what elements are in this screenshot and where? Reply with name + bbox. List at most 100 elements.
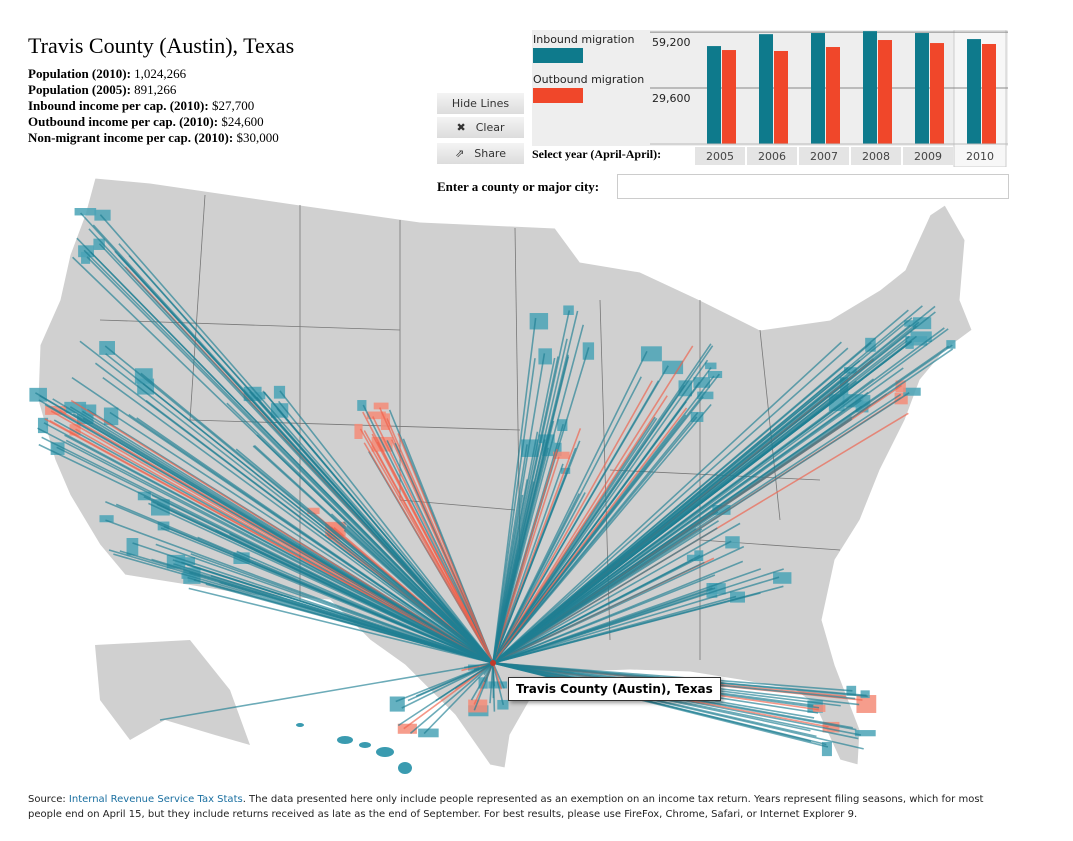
year-select-label: Select year (April-April): <box>532 147 662 161</box>
bar <box>722 50 736 144</box>
source-link[interactable]: Internal Revenue Service Tax Stats <box>68 794 243 805</box>
x-tick-label: 2010 <box>966 150 994 163</box>
year-button[interactable]: 2005 <box>695 147 745 165</box>
county-shade <box>468 699 488 713</box>
x-tick-label: 2006 <box>758 150 786 163</box>
flow-line <box>492 380 660 664</box>
clear-button[interactable]: ✖ Clear <box>437 117 524 138</box>
stat-label: Non-migrant income per cap. (2010): <box>28 130 234 145</box>
county-shade <box>844 367 857 374</box>
year-button[interactable]: 2008 <box>851 147 901 165</box>
state-border <box>189 194 206 421</box>
flow-line <box>188 587 494 664</box>
flow-line <box>391 439 494 664</box>
county-shade <box>904 320 918 327</box>
state-border <box>699 539 841 551</box>
flow-line <box>219 581 494 664</box>
hawaii-island <box>359 742 371 748</box>
flow-line <box>492 373 720 664</box>
flow-line <box>492 305 923 664</box>
flow-line <box>492 662 503 690</box>
flow-line <box>492 448 558 664</box>
bar <box>759 34 773 144</box>
button-label: Hide Lines <box>451 97 510 110</box>
stat-value: 891,266 <box>134 82 177 97</box>
county-shade <box>865 337 876 352</box>
flow-line <box>492 527 718 664</box>
county-shade <box>273 385 286 399</box>
bar <box>707 46 721 144</box>
county-shade <box>903 387 921 396</box>
county-shade <box>563 305 574 315</box>
county-shade <box>812 704 826 712</box>
bar <box>878 40 892 145</box>
stat-row: Outbound income per cap. (2010): $24,600 <box>28 114 279 130</box>
x-tick-label: 2007 <box>810 150 838 163</box>
search-input[interactable] <box>617 174 1009 199</box>
icon: ✖ <box>456 121 466 134</box>
flow-line <box>492 522 741 664</box>
stat-value: 1,024,266 <box>134 66 187 81</box>
county-shade <box>640 346 662 362</box>
button-label: Clear <box>475 121 505 134</box>
flow-line <box>401 662 494 709</box>
legend-swatch <box>533 48 583 63</box>
source-note: Source: Internal Revenue Service Tax Sta… <box>28 792 1018 822</box>
county-shade <box>905 336 928 346</box>
flow-line <box>397 662 494 727</box>
county-shade <box>99 515 114 523</box>
county-shade <box>354 423 363 439</box>
county-shade <box>690 411 704 422</box>
flow-line <box>279 390 494 664</box>
flow-line <box>76 237 494 664</box>
county-shade <box>81 251 91 264</box>
flow-line <box>492 309 909 664</box>
flow-line <box>492 341 842 664</box>
stat-value: $30,000 <box>236 130 279 145</box>
share-button[interactable]: ⇗ Share <box>437 143 524 164</box>
county-shade <box>389 696 405 712</box>
county-shade <box>707 370 723 379</box>
year-button[interactable]: 2009 <box>903 147 953 165</box>
flow-line <box>492 527 697 664</box>
flow-line <box>492 358 536 664</box>
bar <box>982 43 996 144</box>
county-shade <box>366 411 386 420</box>
bar <box>967 39 981 144</box>
flow-line <box>492 558 694 664</box>
stat-value: $27,700 <box>211 98 255 113</box>
flow-line <box>492 359 709 664</box>
county-shade <box>706 583 718 598</box>
flow-line <box>64 434 494 664</box>
county-shade <box>397 723 417 734</box>
year-button[interactable]: 2007 <box>799 147 849 165</box>
flow-line <box>492 463 564 664</box>
flow-line <box>236 550 494 664</box>
county-shade <box>94 209 111 221</box>
county-shade <box>37 417 49 434</box>
hawaii-island <box>337 736 353 744</box>
county-shade <box>822 721 840 733</box>
flow-line <box>492 328 949 664</box>
flow-line <box>492 417 658 664</box>
hide-lines-button[interactable]: Hide Lines <box>437 93 524 114</box>
county-shade <box>773 572 792 584</box>
flow-line <box>159 662 494 721</box>
flow-line <box>492 412 699 664</box>
year-button[interactable]: 2006 <box>747 147 797 165</box>
flow-line <box>44 418 494 664</box>
year-button[interactable]: 2010 <box>966 150 994 163</box>
flow-line <box>423 662 494 735</box>
flow-line <box>409 662 494 734</box>
flow-line <box>492 440 581 664</box>
flow-line <box>190 553 494 664</box>
legend-label: Inbound migration <box>533 33 634 46</box>
hawaii-island <box>376 747 394 757</box>
icon: ⇗ <box>455 147 465 160</box>
stat-label: Inbound income per cap. (2010): <box>28 98 209 113</box>
x-tick-label: 2005 <box>706 150 734 163</box>
flow-line <box>492 345 694 664</box>
flow-line <box>492 662 496 712</box>
flow-line <box>492 568 762 664</box>
